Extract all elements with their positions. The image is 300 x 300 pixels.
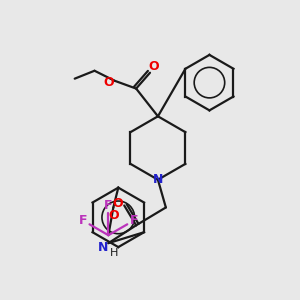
Text: F: F <box>130 214 138 227</box>
Text: F: F <box>104 199 112 212</box>
Text: N: N <box>98 241 109 254</box>
Text: N: N <box>153 173 163 186</box>
Text: H: H <box>110 248 118 258</box>
Text: O: O <box>112 197 123 210</box>
Text: F: F <box>78 214 87 227</box>
Text: O: O <box>108 209 119 222</box>
Text: O: O <box>103 76 114 89</box>
Text: O: O <box>149 60 159 73</box>
